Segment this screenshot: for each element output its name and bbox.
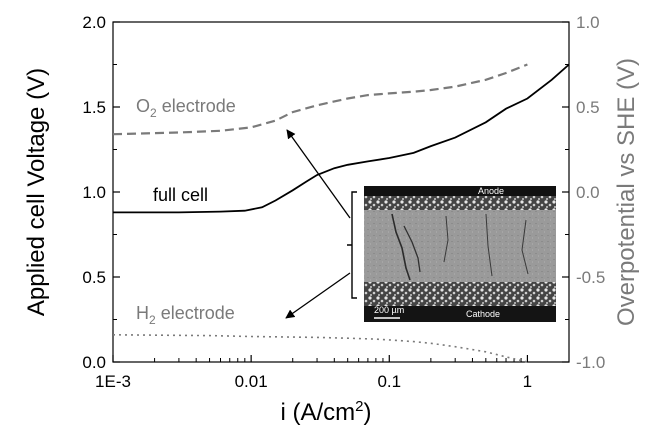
y-right-tick-label: 0.5: [576, 98, 600, 117]
annotation-o2-electrode: O2 electrode: [136, 96, 236, 120]
inset-crack-4: [485, 213, 493, 277]
annotation-full-cell: full cell: [153, 185, 208, 205]
inset-cathode-band: [364, 306, 556, 322]
series-line-full-cell: [113, 63, 570, 214]
x-tick-label: 1: [523, 372, 532, 391]
y-right-tick-label: -1.0: [576, 353, 605, 372]
arrow-to-o2-electrode: [286, 129, 351, 219]
x-tick-label: 0.1: [377, 372, 401, 391]
y-axis-right-label: Overpotential vs SHE (V): [613, 58, 640, 326]
y-right-tick-label: -0.5: [576, 268, 605, 287]
series-line-h2-electrode: [112, 334, 528, 363]
x-axis-label: i (A/cm2): [280, 398, 371, 426]
inset-crack-1: [391, 213, 411, 281]
x-tick-label: 0.01: [235, 372, 268, 391]
inset-crack-2: [403, 225, 421, 273]
inset-bracket: [347, 191, 357, 299]
inset-micrograph: Anode Cathode 200 µm: [364, 186, 556, 322]
axis-ticks: 1E-3 0.01 0.1 1 0.0 0.5 1.0 1.5 2.0 -1.0 -0.5 0.0 0.…: [82, 13, 605, 391]
y-right-tick-label: 0.0: [576, 183, 600, 202]
y-left-tick-label: 1.0: [82, 183, 106, 202]
inset-crack-5: [521, 219, 529, 275]
y-left-tick-label: 0.5: [82, 268, 106, 287]
y-axis-left-label: Applied cell Voltage (V): [23, 68, 50, 316]
y-left-tick-label: 0.0: [82, 353, 106, 372]
y-left-tick-label: 2.0: [82, 13, 106, 32]
inset-anode-label: Anode: [478, 186, 504, 196]
inset-cathode-label: Cathode: [466, 309, 500, 319]
y-right-tick-label: 1.0: [576, 13, 600, 32]
inset-anode-layer: [364, 196, 556, 210]
annotation-h2-electrode: H2 electrode: [136, 303, 235, 327]
y-left-tick-label: 1.5: [82, 98, 106, 117]
arrow-to-h2-electrode: [285, 272, 351, 319]
series-group: [112, 63, 570, 363]
inset-scale-label: 200 µm: [374, 305, 404, 315]
inset-cathode-layer: [364, 282, 556, 306]
inset-crack-3: [443, 215, 449, 263]
x-tick-label: 1E-3: [95, 372, 131, 391]
inset-electrolyte: [364, 210, 556, 282]
inset-anode-band: [364, 186, 556, 196]
